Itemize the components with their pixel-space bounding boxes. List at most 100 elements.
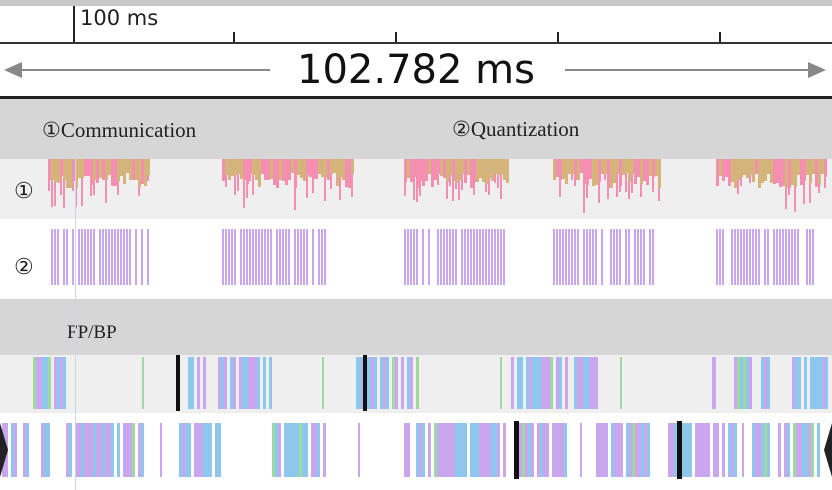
fpbp-marker[interactable] bbox=[677, 421, 682, 479]
fpbp-event[interactable] bbox=[185, 423, 188, 477]
section-header-fpbp[interactable] bbox=[0, 299, 832, 355]
fpbp-event[interactable] bbox=[218, 357, 221, 409]
comm-event[interactable] bbox=[800, 159, 803, 185]
comm-drip[interactable] bbox=[306, 175, 308, 198]
fpbp-event[interactable] bbox=[99, 423, 102, 477]
comm-event[interactable] bbox=[294, 159, 297, 188]
fpbp-event[interactable] bbox=[275, 423, 278, 477]
comm-event[interactable] bbox=[111, 159, 114, 186]
fpbp-event[interactable] bbox=[407, 357, 410, 409]
fpbp-event[interactable] bbox=[305, 423, 308, 477]
quant-event[interactable] bbox=[422, 229, 424, 285]
fpbp-event[interactable] bbox=[296, 423, 299, 477]
quant-event[interactable] bbox=[476, 229, 478, 285]
quant-event[interactable] bbox=[749, 229, 751, 285]
quant-event[interactable] bbox=[78, 229, 80, 285]
quant-event[interactable] bbox=[461, 229, 463, 285]
comm-event[interactable] bbox=[425, 159, 428, 181]
comm-event[interactable] bbox=[243, 159, 246, 180]
fpbp-event[interactable] bbox=[179, 423, 182, 477]
fpbp-event[interactable] bbox=[764, 357, 767, 409]
comm-event[interactable] bbox=[613, 159, 616, 183]
comm-event[interactable] bbox=[773, 159, 776, 184]
fpbp-event[interactable] bbox=[517, 357, 520, 409]
fpbp-event[interactable] bbox=[556, 357, 559, 409]
comm-drip[interactable] bbox=[619, 186, 621, 192]
fpbp-event[interactable] bbox=[78, 423, 81, 477]
comm-event[interactable] bbox=[719, 159, 722, 176]
fpbp-event[interactable] bbox=[795, 357, 798, 409]
fpbp-event[interactable] bbox=[611, 423, 614, 477]
comm-event[interactable] bbox=[565, 159, 568, 184]
comm-event[interactable] bbox=[479, 159, 482, 178]
comm-event[interactable] bbox=[728, 159, 731, 186]
quant-event[interactable] bbox=[494, 229, 496, 285]
comm-drip[interactable] bbox=[72, 181, 74, 191]
fpbp-event[interactable] bbox=[200, 423, 203, 477]
fpbp-event[interactable] bbox=[48, 357, 51, 409]
quant-event[interactable] bbox=[324, 229, 326, 285]
comm-event[interactable] bbox=[324, 159, 327, 178]
fpbp-event[interactable] bbox=[410, 357, 413, 409]
fpbp-event[interactable] bbox=[302, 423, 305, 477]
quant-event[interactable] bbox=[81, 229, 83, 285]
comm-drip[interactable] bbox=[488, 178, 490, 195]
fpbp-event[interactable] bbox=[404, 423, 407, 477]
quant-event[interactable] bbox=[321, 229, 323, 285]
comm-drip[interactable] bbox=[559, 180, 561, 197]
fpbp-event[interactable] bbox=[87, 423, 90, 477]
fpbp-event[interactable] bbox=[428, 423, 431, 477]
comm-event[interactable] bbox=[559, 159, 562, 180]
comm-event[interactable] bbox=[66, 159, 69, 188]
comm-event[interactable] bbox=[488, 159, 491, 178]
fpbp-event[interactable] bbox=[552, 423, 555, 477]
fpbp-event[interactable] bbox=[26, 423, 29, 477]
quant-event[interactable] bbox=[306, 229, 308, 285]
comm-event[interactable] bbox=[577, 159, 580, 180]
fpbp-event[interactable] bbox=[550, 357, 553, 409]
fpbp-event[interactable] bbox=[239, 357, 242, 409]
quant-event[interactable] bbox=[303, 229, 305, 285]
quant-event[interactable] bbox=[773, 229, 775, 285]
quant-event[interactable] bbox=[479, 229, 481, 285]
quant-event[interactable] bbox=[111, 229, 113, 285]
timeline-ruler[interactable] bbox=[0, 6, 832, 44]
quant-event[interactable] bbox=[716, 229, 718, 285]
fpbp-event[interactable] bbox=[695, 423, 698, 477]
quant-event[interactable] bbox=[84, 229, 86, 285]
comm-event[interactable] bbox=[634, 159, 637, 184]
fpbp-event[interactable] bbox=[278, 423, 281, 477]
fpbp-event[interactable] bbox=[461, 423, 464, 477]
fpbp-event[interactable] bbox=[519, 423, 522, 477]
comm-drip[interactable] bbox=[794, 187, 796, 212]
comm-event[interactable] bbox=[506, 159, 509, 183]
fpbp-event[interactable] bbox=[784, 423, 787, 477]
quant-event[interactable] bbox=[54, 229, 56, 285]
comm-drip[interactable] bbox=[598, 182, 600, 203]
quant-event[interactable] bbox=[634, 229, 636, 285]
comm-event[interactable] bbox=[300, 159, 303, 178]
comm-event[interactable] bbox=[610, 159, 613, 188]
quant-event[interactable] bbox=[577, 229, 579, 285]
fpbp-event[interactable] bbox=[586, 357, 589, 409]
quant-event[interactable] bbox=[416, 229, 418, 285]
fpbp-event[interactable] bbox=[359, 357, 362, 409]
fpbp-event[interactable] bbox=[796, 423, 799, 477]
comm-event[interactable] bbox=[120, 159, 123, 176]
fpbp-event[interactable] bbox=[761, 357, 764, 409]
comm-event[interactable] bbox=[824, 159, 827, 177]
comm-event[interactable] bbox=[815, 159, 818, 187]
quant-event[interactable] bbox=[300, 229, 302, 285]
quant-event[interactable] bbox=[649, 229, 651, 285]
quant-event[interactable] bbox=[276, 229, 278, 285]
comm-event[interactable] bbox=[264, 159, 267, 180]
quant-event[interactable] bbox=[407, 229, 409, 285]
quant-event[interactable] bbox=[428, 229, 430, 285]
comm-event[interactable] bbox=[716, 159, 719, 186]
fpbp-event[interactable] bbox=[437, 423, 440, 477]
comm-event[interactable] bbox=[309, 159, 312, 177]
fpbp-event[interactable] bbox=[540, 423, 543, 477]
comm-drip[interactable] bbox=[243, 180, 245, 208]
comm-event[interactable] bbox=[312, 159, 315, 179]
fpbp-event[interactable] bbox=[564, 423, 567, 477]
